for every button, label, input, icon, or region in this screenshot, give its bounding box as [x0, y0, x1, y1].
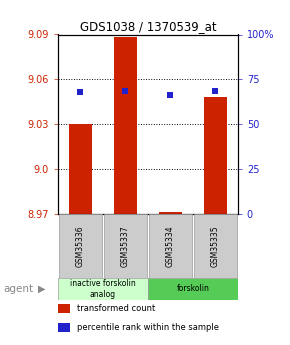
Text: GSM35336: GSM35336 [76, 225, 85, 267]
Bar [159, 213, 182, 214]
Bar [59, 214, 102, 278]
Text: ▶: ▶ [38, 284, 46, 294]
Bar [69, 124, 92, 214]
Text: GSM35335: GSM35335 [211, 225, 220, 267]
Bar [204, 97, 226, 214]
Bar [58, 278, 148, 300]
Bar [194, 214, 237, 278]
Text: GSM35337: GSM35337 [121, 225, 130, 267]
Text: GSM35334: GSM35334 [166, 225, 175, 267]
Text: agent: agent [3, 284, 33, 294]
Text: inactive forskolin
analog: inactive forskolin analog [70, 279, 136, 299]
Bar [114, 38, 137, 214]
Title: GDS1038 / 1370539_at: GDS1038 / 1370539_at [79, 20, 216, 33]
Text: percentile rank within the sample: percentile rank within the sample [77, 323, 219, 332]
Bar [149, 214, 192, 278]
Text: transformed count: transformed count [77, 304, 155, 313]
Text: forskolin: forskolin [176, 284, 209, 294]
Bar [148, 278, 238, 300]
Bar [104, 214, 147, 278]
